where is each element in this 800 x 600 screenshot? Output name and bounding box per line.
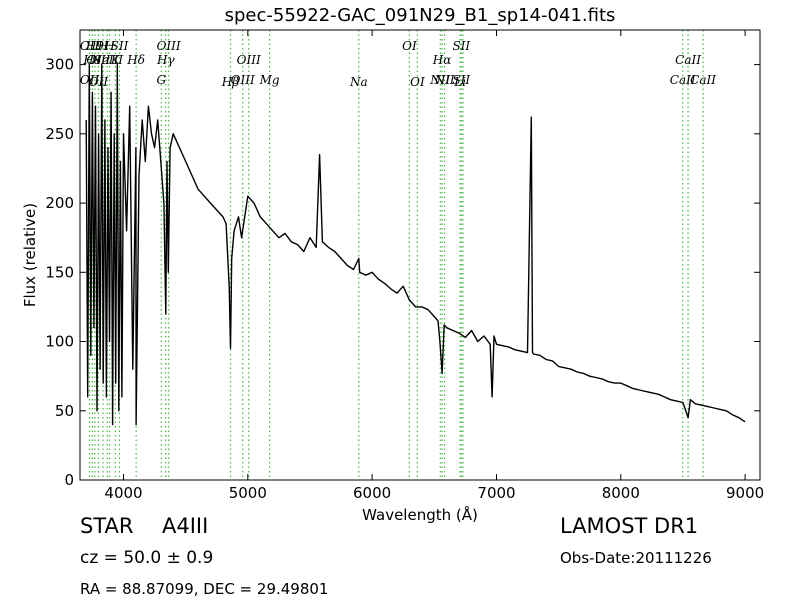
line-label: CaII [675, 53, 701, 67]
y-tick-label: 150 [45, 263, 74, 281]
line-label: CaII [670, 73, 696, 87]
observation-date: Obs-Date:20111226 [560, 549, 712, 567]
line-label: CaII [690, 73, 716, 87]
line-label: H [103, 39, 115, 53]
line-label: OIII [157, 39, 181, 53]
line-label: H8 [82, 53, 101, 67]
x-tick-label: 5000 [229, 484, 267, 502]
line-label: SII [111, 39, 129, 53]
object-subclass: A4III [162, 514, 209, 538]
line-label: SII [452, 39, 470, 53]
line-label: G [157, 73, 167, 87]
line-label: OII [80, 39, 100, 53]
x-tick-label: 9000 [726, 484, 764, 502]
x-tick-label: 6000 [353, 484, 391, 502]
line-label: Na [349, 75, 368, 89]
line-label: Hδ [126, 53, 145, 67]
line-label: OI [402, 39, 417, 53]
y-tick-label: 50 [55, 402, 74, 420]
line-label: H9 [85, 39, 104, 53]
line-label: Mg [259, 73, 280, 87]
line-label: OIII [237, 53, 261, 67]
line-label: OIII [86, 53, 110, 67]
line-label: H [97, 39, 109, 53]
y-tick-label: 200 [45, 194, 74, 212]
line-label: Hγ [156, 53, 175, 67]
line-label: OI [410, 75, 425, 89]
line-label: NII [434, 73, 455, 87]
line-label: NeIII [90, 53, 123, 67]
chart-title: spec-55922-GAC_091N29_B1_sp14-041.fits [224, 5, 616, 26]
coordinates: RA = 88.87099, DEC = 29.49801 [80, 580, 329, 598]
x-axis-label: Wavelength (Å) [362, 506, 478, 524]
line-label: K [110, 53, 121, 67]
y-tick-label: 250 [45, 125, 74, 143]
line-label: NII [429, 73, 450, 87]
line-label: SII [452, 73, 470, 87]
line-label: Hα [432, 53, 452, 67]
line-label: OII [80, 73, 100, 87]
survey-name: LAMOST DR1 [560, 514, 699, 538]
line-label: OII [89, 75, 109, 89]
redshift-cz: cz = 50.0 ± 0.9 [80, 548, 214, 568]
line-label: Li [453, 75, 466, 89]
y-tick-label: 0 [64, 471, 74, 489]
line-label: Hβ [221, 75, 239, 89]
x-tick-label: 7000 [477, 484, 515, 502]
x-tick-label: 8000 [602, 484, 640, 502]
spectrum-line [85, 63, 746, 426]
y-axis-label: Flux (relative) [21, 202, 39, 308]
plot-frame [79, 29, 761, 481]
line-label: OIII [231, 73, 255, 87]
object-class: STAR [80, 514, 134, 538]
y-tick-label: 100 [45, 333, 74, 351]
x-tick-label: 4000 [104, 484, 142, 502]
y-tick-label: 300 [45, 56, 74, 74]
